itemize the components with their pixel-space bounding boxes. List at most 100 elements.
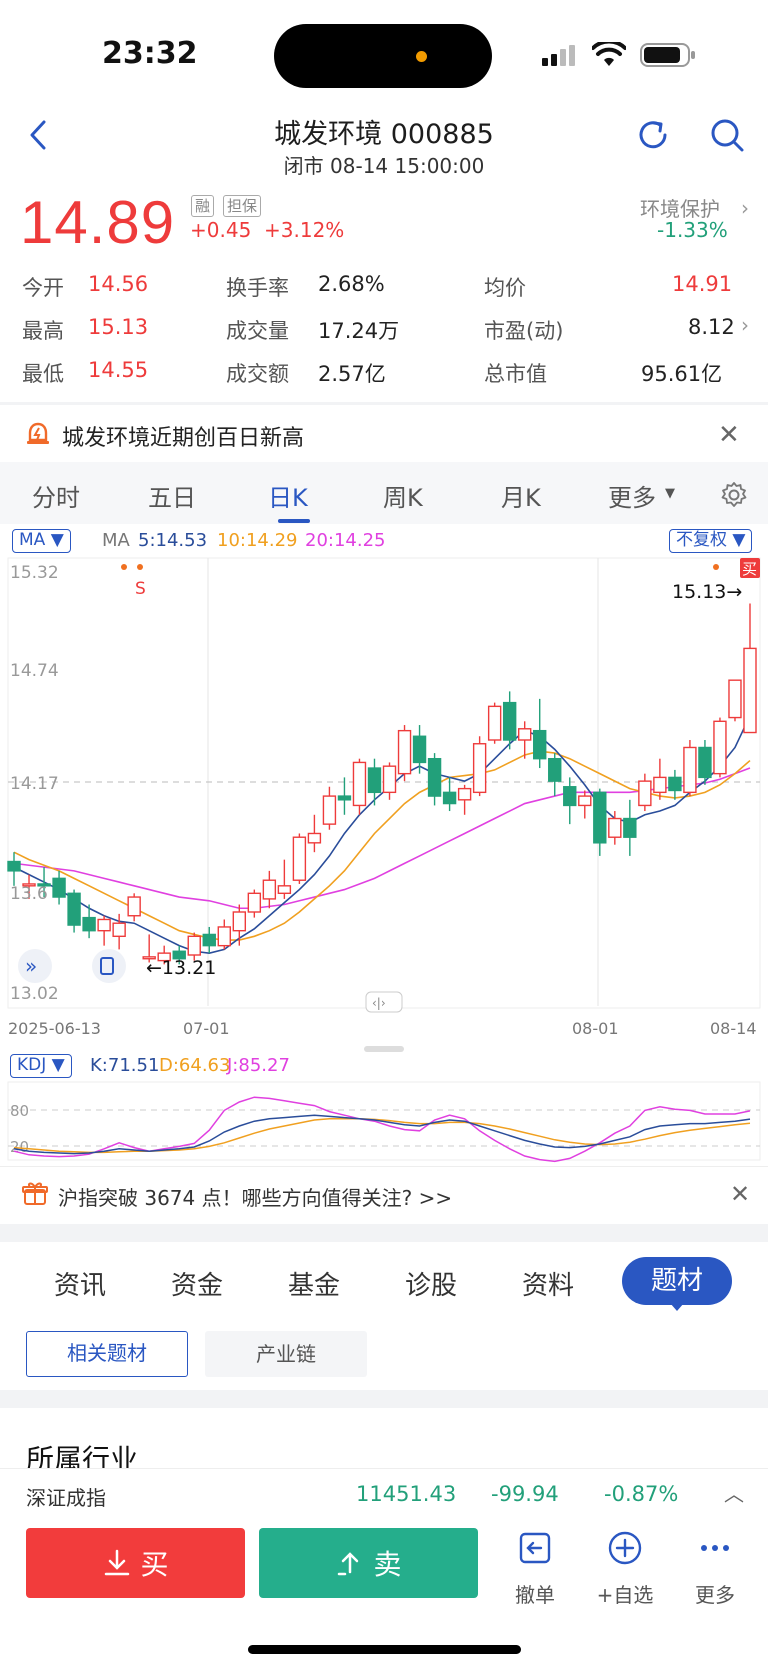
expand-arrows-icon[interactable]: »	[25, 954, 37, 978]
caret-down-icon[interactable]: ▼	[665, 486, 675, 501]
candle-body	[427, 757, 442, 797]
tab-five-day[interactable]: 五日	[148, 484, 196, 512]
stat-value-mktcap: 95.61亿	[641, 362, 723, 386]
chevron-right-icon[interactable]: ›	[741, 196, 749, 220]
candle-body	[52, 877, 66, 898]
more-button[interactable]: 更多	[680, 1530, 750, 1608]
candle-body	[22, 883, 36, 887]
stat-label-volume: 成交量	[226, 319, 289, 343]
stat-value-amount: 2.57亿	[318, 362, 386, 386]
adjust-selector[interactable]: 不复权 ▼	[669, 529, 753, 553]
scroll-handle[interactable]	[365, 991, 403, 1013]
buy-button[interactable]: 买	[26, 1528, 245, 1598]
tab-more[interactable]: 更多	[608, 484, 656, 512]
candle-body	[728, 679, 742, 719]
kdj-selector[interactable]: KDJ ▼	[10, 1054, 72, 1078]
candle-body	[172, 950, 186, 960]
ma10-value: 10:14.29	[217, 530, 298, 551]
stat-value-open: 14.56	[88, 272, 149, 296]
ma5-value: 5:14.53	[138, 530, 208, 551]
signal-dot	[121, 564, 127, 570]
subtab-industry-chain[interactable]: 产业链	[205, 1331, 367, 1377]
margin-tag: 融	[191, 195, 215, 217]
index-ticker-bar[interactable]	[0, 1468, 768, 1518]
rotate-screen-icon[interactable]	[92, 949, 126, 983]
x-tick-label: 07-01	[183, 1019, 230, 1038]
indicator-selector[interactable]: MA ▼	[12, 529, 71, 553]
tab-news[interactable]: 资讯	[54, 1271, 107, 1301]
stat-label-pe[interactable]: 市盈(动)	[484, 319, 564, 343]
kdj_k-line	[13, 1114, 751, 1155]
tab-capital[interactable]: 资金	[171, 1271, 224, 1301]
candle-body	[187, 935, 201, 956]
close-icon[interactable]: ✕	[718, 420, 740, 450]
y-tick-label: 13.02	[10, 984, 59, 1004]
candle-body	[457, 787, 472, 801]
recording-indicator-icon	[416, 51, 427, 62]
sector-link[interactable]: 环境保护	[640, 197, 720, 221]
x-tick-label: 08-01	[572, 1019, 619, 1038]
candle-body	[683, 746, 697, 794]
stat-value-high: 15.13	[88, 315, 149, 339]
ma20-value: 20:14.25	[305, 530, 386, 551]
download-arrow-icon	[105, 1549, 130, 1576]
stat-value-pe[interactable]: 8.12	[688, 315, 735, 339]
gift-icon	[22, 1182, 48, 1205]
y-tick-label: 15.32	[10, 563, 59, 583]
tab-profile[interactable]: 资料	[522, 1271, 575, 1301]
pe-chevron-icon[interactable]: ›	[741, 313, 749, 337]
tab-month-k[interactable]: 月K	[501, 484, 541, 512]
cancel-order-button[interactable]: 撤单	[500, 1530, 570, 1608]
rotate-phone-icon[interactable]	[100, 957, 114, 975]
kdj-d-value: D:64.63	[159, 1055, 231, 1076]
period-tabs	[0, 462, 768, 524]
candle-body	[292, 836, 307, 881]
scroll-handle-icon[interactable]: ‹|›	[372, 996, 386, 1010]
collateral-tag: 担保	[223, 195, 262, 217]
wifi-icon	[592, 42, 626, 66]
refresh-icon[interactable]	[634, 116, 672, 154]
candle-body	[232, 911, 247, 932]
index-name: 深证成指	[26, 1486, 106, 1510]
stat-label-mktcap: 总市值	[484, 362, 547, 386]
candlestick-chart[interactable]: 15.32 14.74 14.17 13.6 13.02 2025-06-13 …	[0, 556, 768, 1056]
tab-week-k[interactable]: 周K	[383, 484, 423, 512]
add-watchlist-button[interactable]: +自选	[590, 1530, 660, 1608]
tab-diagnosis[interactable]: 诊股	[405, 1271, 458, 1301]
more-dots-icon	[701, 1545, 729, 1551]
subtab-related-themes[interactable]: 相关题材	[26, 1331, 188, 1377]
current-price: 14.89	[20, 189, 176, 256]
resize-handle[interactable]	[364, 1046, 404, 1052]
notice-text[interactable]: 城发环境近期创百日新高	[62, 426, 305, 451]
close-icon[interactable]: ✕	[730, 1180, 751, 1208]
stat-value-avg: 14.91	[672, 272, 733, 296]
candle-body	[698, 746, 712, 779]
tab-theme[interactable]: 题材	[622, 1257, 732, 1305]
buy-signal-label: 买	[742, 560, 757, 578]
divider	[0, 402, 768, 405]
candle-body	[247, 892, 262, 913]
search-icon[interactable]	[708, 116, 746, 154]
promo-text[interactable]: 沪指突破 3674 点！哪些方向值得关注? >>	[58, 1186, 453, 1210]
sell-button[interactable]: 卖	[259, 1528, 478, 1598]
candle-body	[548, 757, 562, 782]
kdj-chart[interactable]: 80 20	[0, 1080, 768, 1164]
stat-label-avg: 均价	[484, 276, 526, 300]
tab-fund[interactable]: 基金	[288, 1271, 341, 1301]
tab-day-k[interactable]: 日K	[268, 484, 308, 512]
candle-body	[322, 795, 337, 825]
cellular-signal-icon	[542, 45, 575, 66]
candle-body	[82, 916, 96, 932]
index-change: -99.94	[491, 1482, 559, 1506]
gear-icon[interactable]	[719, 480, 749, 510]
back-icon[interactable]	[22, 118, 56, 152]
expand-icon[interactable]	[18, 949, 52, 983]
stat-value-low: 14.55	[88, 358, 149, 382]
candle-body	[623, 817, 637, 838]
candle-body	[262, 879, 277, 900]
chevron-up-icon[interactable]: ︿	[724, 1482, 744, 1506]
more-label: 更多	[695, 1583, 735, 1607]
promo-bar[interactable]	[0, 1166, 768, 1224]
candle-body	[37, 883, 51, 887]
tab-intraday[interactable]: 分时	[32, 484, 80, 512]
